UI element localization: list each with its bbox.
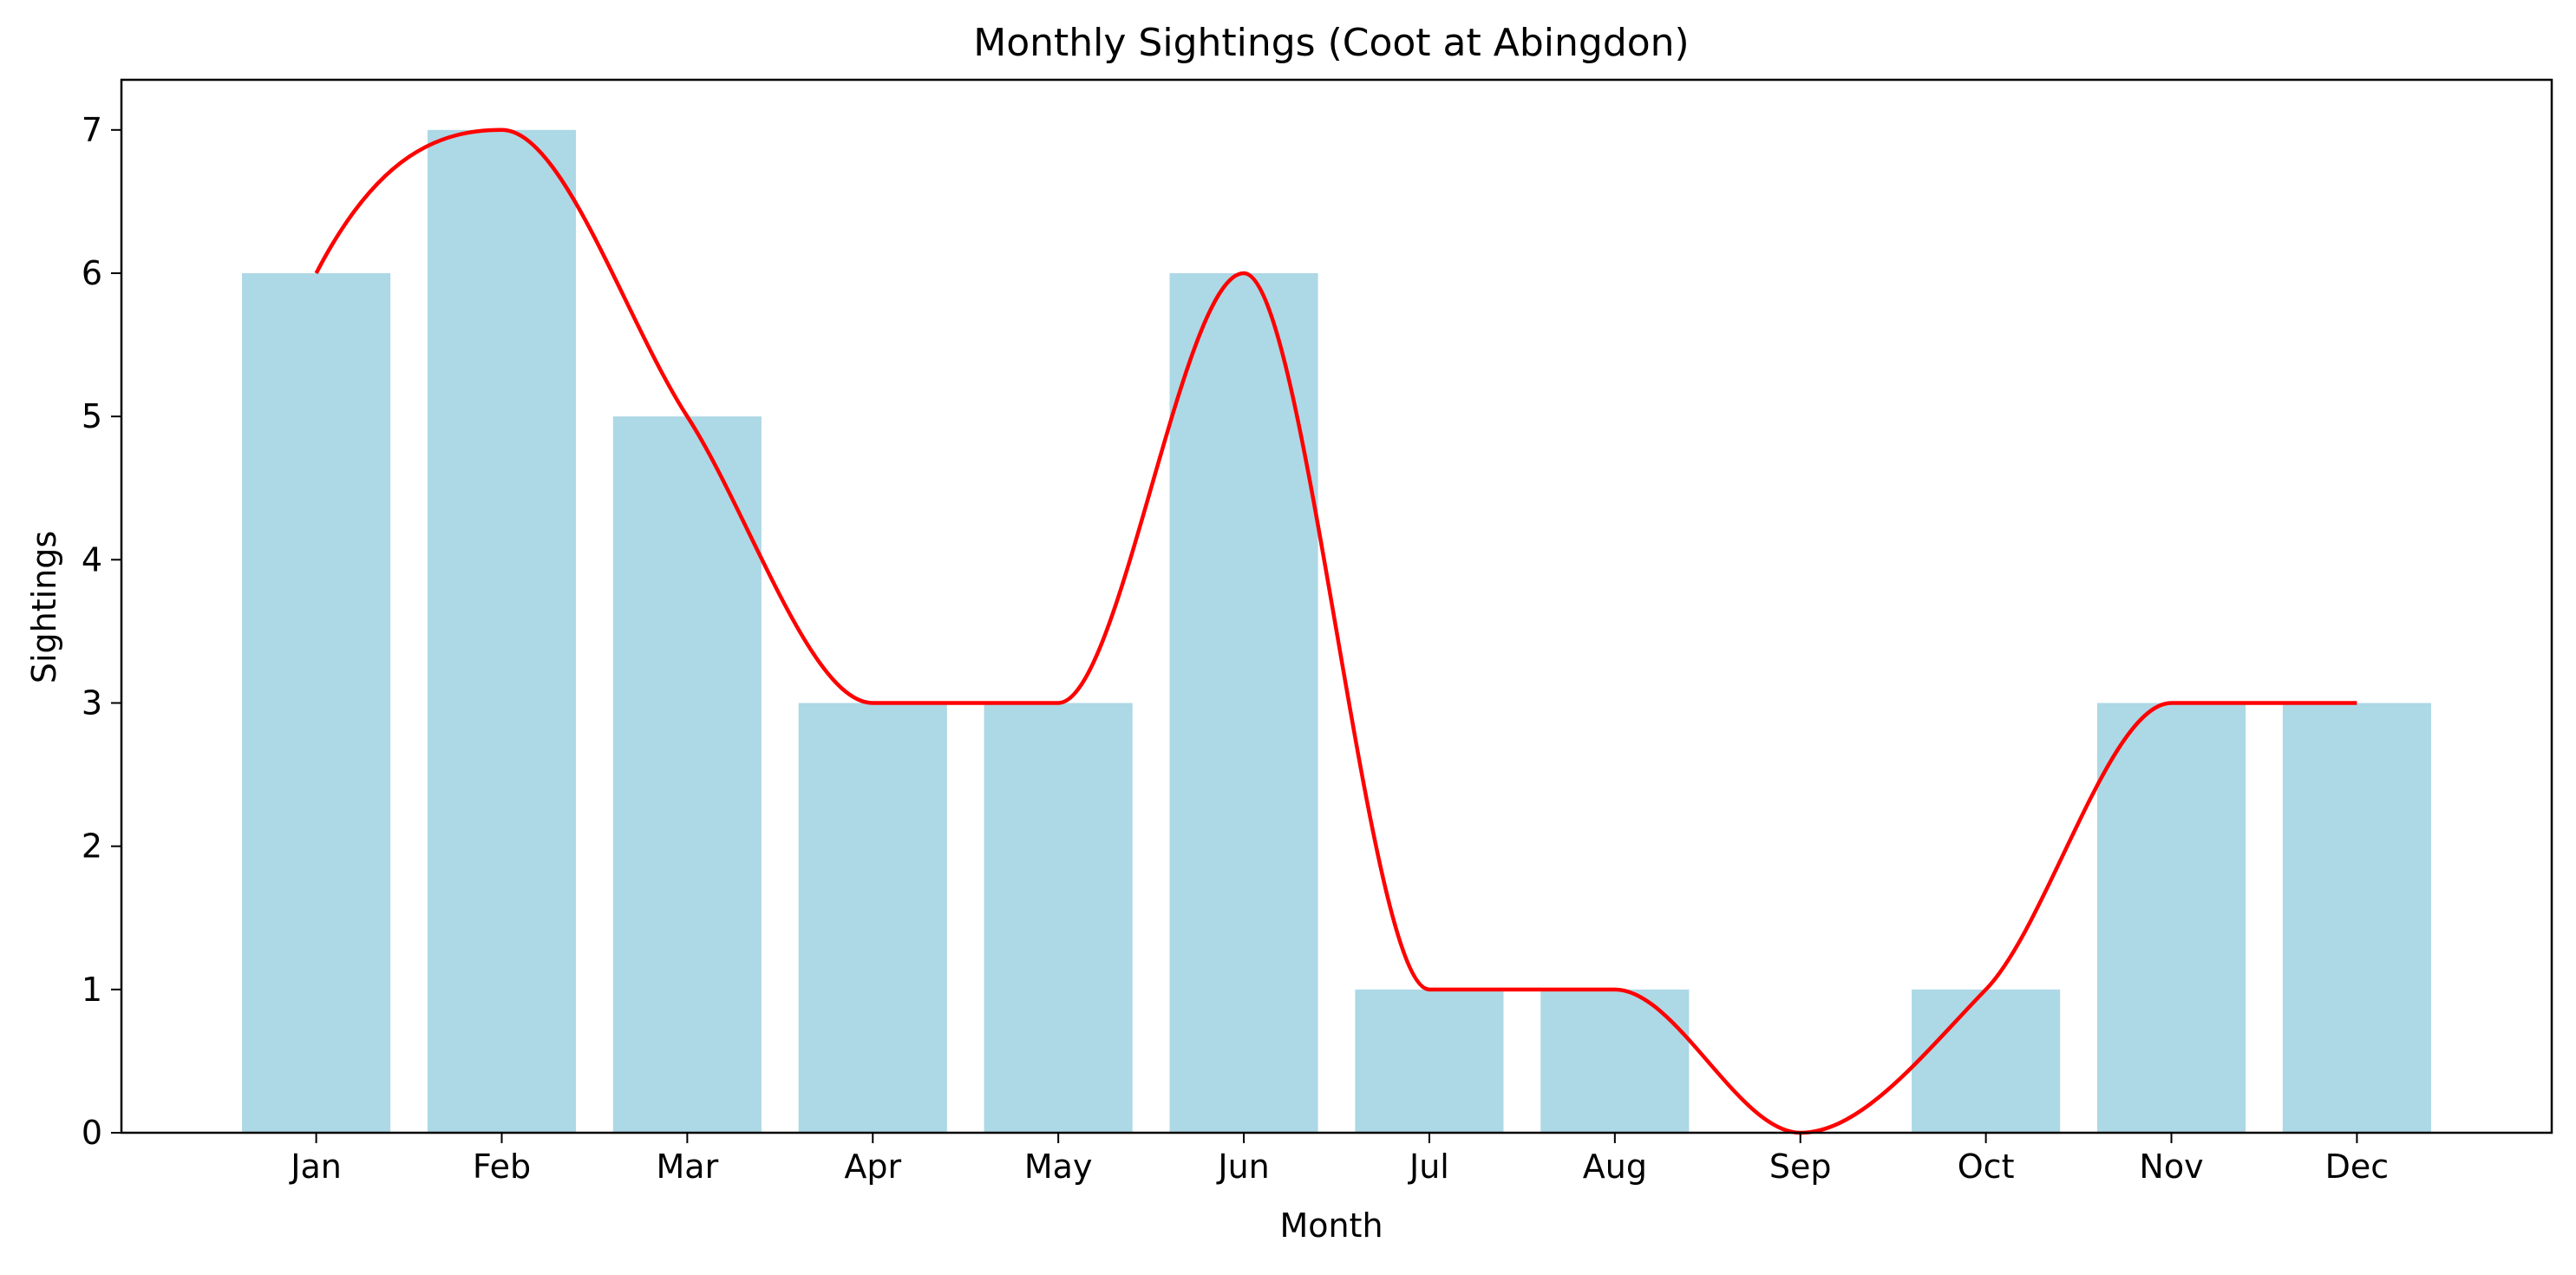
bar-oct: [1912, 989, 2061, 1133]
y-axis-label: Sightings: [25, 531, 63, 683]
x-tick-label-nov: Nov: [2139, 1148, 2203, 1186]
x-tick-label-jun: Jun: [1216, 1148, 1269, 1186]
bar-feb: [427, 129, 577, 1133]
x-axis-ticks: Jan Feb Mar Apr May Jun Jul Aug Sep Oct Nov Dec: [289, 1133, 2389, 1186]
bar-jun: [1169, 272, 1318, 1133]
plot-frame: [120, 78, 2553, 1134]
y-tick-label-3: 3: [82, 683, 102, 722]
x-tick-label-apr: Apr: [844, 1148, 901, 1186]
x-tick-label-dec: Dec: [2325, 1148, 2390, 1186]
x-tick-label-sep: Sep: [1769, 1148, 1832, 1186]
bar-mar: [612, 416, 762, 1133]
bars-layer: [242, 129, 2431, 1133]
y-tick-label-2: 2: [82, 827, 102, 866]
x-tick-label-jan: Jan: [289, 1148, 342, 1186]
x-tick-label-may: May: [1024, 1148, 1093, 1186]
bar-aug: [1540, 989, 1690, 1133]
y-tick-label-6: 6: [82, 254, 102, 292]
chart-title: Monthly Sightings (Coot at Abingdon): [973, 21, 1689, 65]
y-tick-label-1: 1: [82, 971, 102, 1009]
line-layer: [314, 128, 2357, 1135]
x-tick-label-mar: Mar: [657, 1148, 719, 1186]
bar-jul: [1355, 989, 1504, 1133]
bar-nov: [2096, 703, 2246, 1133]
smoothed-trend-line: [314, 128, 2357, 1135]
bar-dec: [2282, 703, 2431, 1133]
y-tick-label-4: 4: [82, 540, 102, 579]
x-tick-label-feb: Feb: [473, 1148, 531, 1186]
y-axis-ticks: 0 1 2 3 4 5 6 7: [82, 111, 121, 1152]
bar-jan: [242, 272, 391, 1133]
x-tick-label-oct: Oct: [1958, 1148, 2015, 1186]
bar-apr: [798, 703, 947, 1133]
x-tick-label-jul: Jul: [1408, 1148, 1449, 1186]
y-tick-label-0: 0: [82, 1114, 102, 1152]
y-tick-label-7: 7: [82, 111, 102, 149]
x-axis-label: Month: [1279, 1206, 1383, 1245]
y-tick-label-5: 5: [82, 397, 102, 435]
x-tick-label-aug: Aug: [1583, 1148, 1647, 1186]
bar-may: [984, 703, 1133, 1133]
